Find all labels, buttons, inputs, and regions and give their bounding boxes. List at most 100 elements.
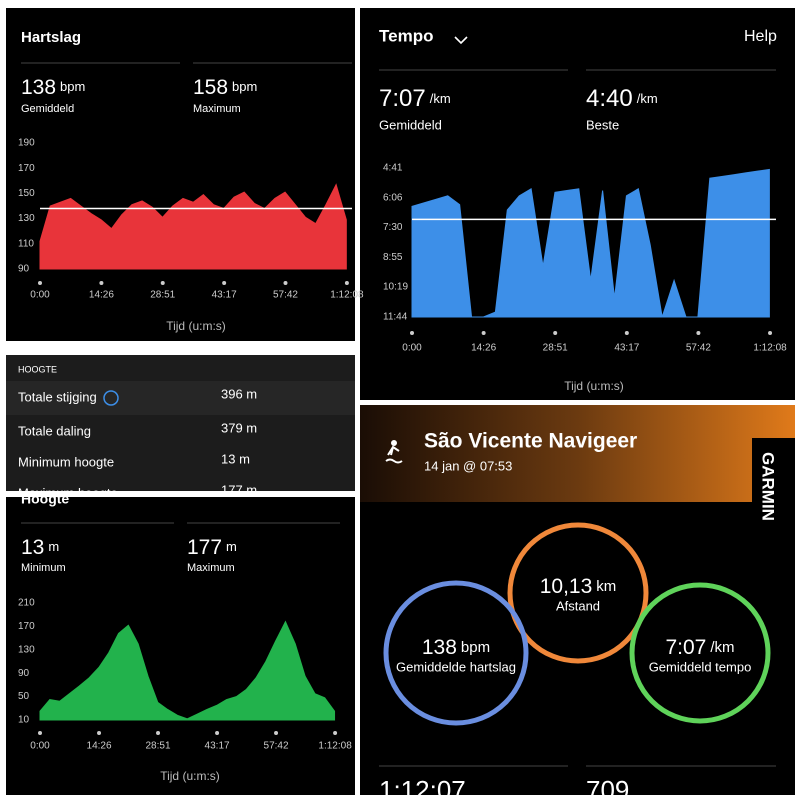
x-tick-dot: [624, 331, 629, 335]
x-tick-label: 14:26: [89, 290, 114, 301]
x-tick-label: 28:51: [146, 741, 171, 752]
panel: [6, 355, 355, 491]
x-tick-dot: [215, 731, 220, 735]
activity-icon: [385, 440, 403, 464]
stat-unit: m: [48, 539, 59, 554]
x-tick-label: 0:00: [402, 343, 422, 354]
x-tick-dot: [222, 281, 227, 285]
stat-unit: bpm: [232, 79, 257, 94]
ring-number: 10,13: [540, 575, 593, 598]
row-value: 379 m: [221, 420, 257, 435]
x-tick-dot: [99, 281, 104, 285]
y-tick-label: 7:30: [383, 222, 403, 233]
activity-name: São Vicente Navigeer: [424, 430, 637, 453]
chart-title: Tempo: [379, 26, 433, 45]
row-label: Minimum hoogte: [18, 454, 114, 469]
stat-ring: [629, 582, 771, 724]
ring-unit: bpm: [461, 639, 490, 656]
x-tick-dot: [410, 331, 414, 335]
x-tick-dot: [160, 281, 165, 285]
chart-title: Hartslag: [21, 29, 81, 46]
x-tick-label: 43:17: [205, 741, 230, 752]
x-axis-label: Tijd (u:m:s): [166, 319, 226, 333]
stat-label: Maximum: [187, 562, 235, 574]
x-tick-label: 57:42: [273, 290, 298, 301]
help-link[interactable]: Help: [744, 28, 777, 45]
stat-number: 138: [21, 76, 56, 99]
stat-number: 4:40: [586, 85, 633, 112]
y-tick-label: 8:55: [383, 252, 403, 263]
x-tick-dot: [696, 331, 701, 335]
stat-number: 7:07: [379, 85, 426, 112]
x-tick-label: 43:17: [614, 343, 639, 354]
stat-label: Gemiddeld: [21, 103, 74, 115]
table-title: HOOGTE: [18, 364, 57, 374]
ring-label: Gemiddelde hartslag: [396, 659, 516, 674]
stat-ring: [383, 580, 529, 726]
panel: [6, 8, 355, 341]
stat-label: Maximum: [193, 103, 241, 115]
panel-cover: [6, 497, 355, 511]
stat-value: 138 bpm: [21, 76, 85, 99]
x-tick-label: 1:12:08: [753, 343, 787, 354]
x-axis-label: Tijd (u:m:s): [160, 769, 220, 783]
x-tick-label: 28:51: [543, 343, 568, 354]
stat-label: Gemiddeld: [379, 117, 442, 132]
x-tick-dot: [156, 731, 161, 735]
y-tick-label: 50: [18, 691, 30, 702]
ring-unit: /km: [710, 639, 734, 656]
x-axis-label: Tijd (u:m:s): [564, 379, 624, 393]
x-tick-label: 0:00: [30, 741, 50, 752]
x-tick-dot: [97, 731, 102, 735]
y-tick-label: 130: [18, 644, 35, 655]
y-tick-label: 170: [18, 163, 35, 174]
x-tick-dot: [274, 731, 279, 735]
y-tick-label: 90: [18, 668, 30, 679]
ring-number: 7:07: [665, 636, 706, 659]
area: [39, 183, 347, 270]
y-tick-label: 130: [18, 213, 35, 224]
stat-unit: m: [226, 539, 237, 554]
y-tick-label: 11:44: [383, 312, 408, 323]
stat-number: 13: [21, 536, 44, 559]
y-tick-label: 10: [18, 715, 30, 726]
x-tick-dot: [283, 281, 288, 285]
x-tick-dot: [333, 731, 338, 735]
stat-label: Beste: [586, 117, 619, 132]
stat-unit: /km: [430, 91, 451, 106]
stat-value: 7:07/km: [379, 85, 451, 112]
x-tick-label: 0:00: [30, 290, 50, 301]
x-tick-dot: [344, 281, 349, 285]
row-label: Totale stijging: [18, 389, 97, 404]
stat-number: 177: [187, 536, 222, 559]
row-value: 396 m: [221, 386, 257, 401]
stat-number: 158: [193, 76, 228, 99]
ring-unit: km: [596, 578, 616, 595]
area: [39, 620, 336, 721]
x-tick-dot: [553, 331, 558, 335]
x-tick-label: 1:12:08: [330, 290, 364, 301]
y-tick-label: 150: [18, 188, 35, 199]
x-tick-label: 28:51: [150, 290, 175, 301]
y-tick-label: 4:41: [383, 163, 403, 174]
y-tick-label: 170: [18, 621, 35, 632]
y-tick-label: 210: [18, 598, 35, 609]
y-tick-label: 6:06: [383, 193, 403, 204]
dropdown-icon[interactable]: [454, 36, 468, 45]
panel: [6, 497, 355, 795]
ring-value: 138 bpm: [422, 636, 490, 659]
x-tick-label: 1:12:08: [318, 741, 352, 752]
stat-label: Minimum: [21, 562, 66, 574]
stat-value: 13 m: [21, 536, 59, 559]
info-icon[interactable]: [103, 390, 119, 406]
x-tick-dot: [768, 331, 773, 335]
row-value: 13 m: [221, 451, 250, 466]
ring-label: Afstand: [556, 598, 600, 613]
brand: GARMIN: [759, 452, 778, 521]
y-tick-label: 190: [18, 138, 35, 149]
row-label: Totale daling: [18, 423, 91, 438]
x-tick-label: 57:42: [264, 741, 289, 752]
chart-title: Hoogte: [21, 491, 69, 507]
activity-date: 14 jan @ 07:53: [424, 458, 512, 473]
